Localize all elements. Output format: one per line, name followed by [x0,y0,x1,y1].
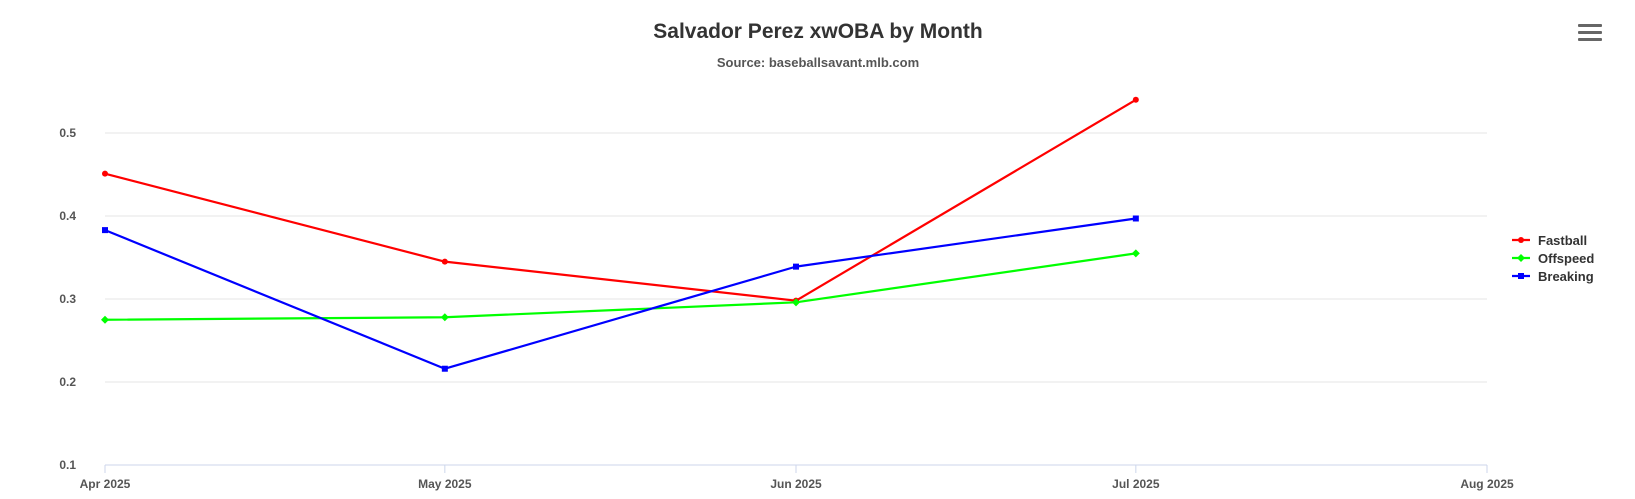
legend-label-breaking: Breaking [1538,269,1594,284]
offspeed-data-point [440,313,449,322]
fastball-data-point [102,170,108,177]
legend-item-breaking[interactable]: Breaking [1512,269,1594,284]
y-tick-label: 0.4 [59,209,76,223]
fastball-series-line [104,98,1137,302]
legend[interactable]: Fastball Offspeed Breaking [1512,233,1594,284]
legend-label-offspeed: Offspeed [1538,251,1594,266]
offspeed-legend-marker [1517,254,1525,262]
fastball-data-point [1132,96,1139,103]
y-tick-label: 0.3 [59,292,76,306]
breaking-data-point [1132,215,1139,222]
fastball-legend-marker [1518,237,1524,243]
chart-title: Salvador Perez xwOBA by Month [653,20,982,43]
breaking-data-point [441,365,448,372]
legend-item-fastball[interactable]: Fastball [1512,233,1587,248]
x-tick-label: Apr 2025 [80,477,131,491]
x-tick-label: Jul 2025 [1112,477,1160,491]
legend-label-fastball: Fastball [1538,233,1587,248]
breaking-series-line [104,217,1136,370]
x-tick-label: Aug 2025 [1460,477,1514,491]
fastball-data-point [441,258,448,265]
breaking-data-point [102,227,108,234]
y-tick-label: 0.1 [59,458,76,472]
y-axis: 0.1 0.2 0.3 0.4 0.5 [59,126,76,472]
x-tick-label: Jun 2025 [770,477,822,491]
grid-lines [105,132,1487,383]
breaking-legend-marker [1518,273,1524,279]
chart-subtitle: Source: baseballsavant.mlb.com [717,55,919,70]
breaking-data-point [793,263,799,270]
offspeed-series-line [104,252,1136,321]
offspeed-data-point [101,315,109,324]
legend-item-offspeed[interactable]: Offspeed [1512,251,1594,266]
y-tick-label: 0.2 [59,375,76,389]
x-axis: Apr 2025 May 2025 Jun 2025 Jul 2025 Aug 2025 [80,464,1514,491]
hamburger-menu-icon[interactable] [1578,24,1602,46]
offspeed-data-point [792,298,800,307]
y-tick-label: 0.5 [59,126,76,140]
x-tick-label: May 2025 [418,477,472,491]
offspeed-data-point [1131,249,1140,258]
series-lines [101,96,1140,372]
